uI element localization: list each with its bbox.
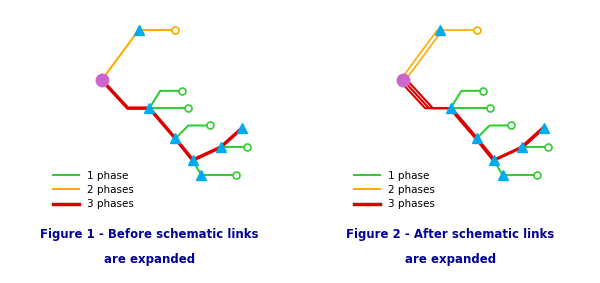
Text: are expanded: are expanded — [405, 253, 496, 266]
Text: Figure 1 - Before schematic links: Figure 1 - Before schematic links — [40, 228, 259, 241]
Legend: 1 phase, 2 phases, 3 phases: 1 phase, 2 phases, 3 phases — [49, 167, 138, 213]
Text: are expanded: are expanded — [104, 253, 195, 266]
Legend: 1 phase, 2 phases, 3 phases: 1 phase, 2 phases, 3 phases — [350, 167, 439, 213]
Text: Figure 2 - After schematic links: Figure 2 - After schematic links — [346, 228, 555, 241]
